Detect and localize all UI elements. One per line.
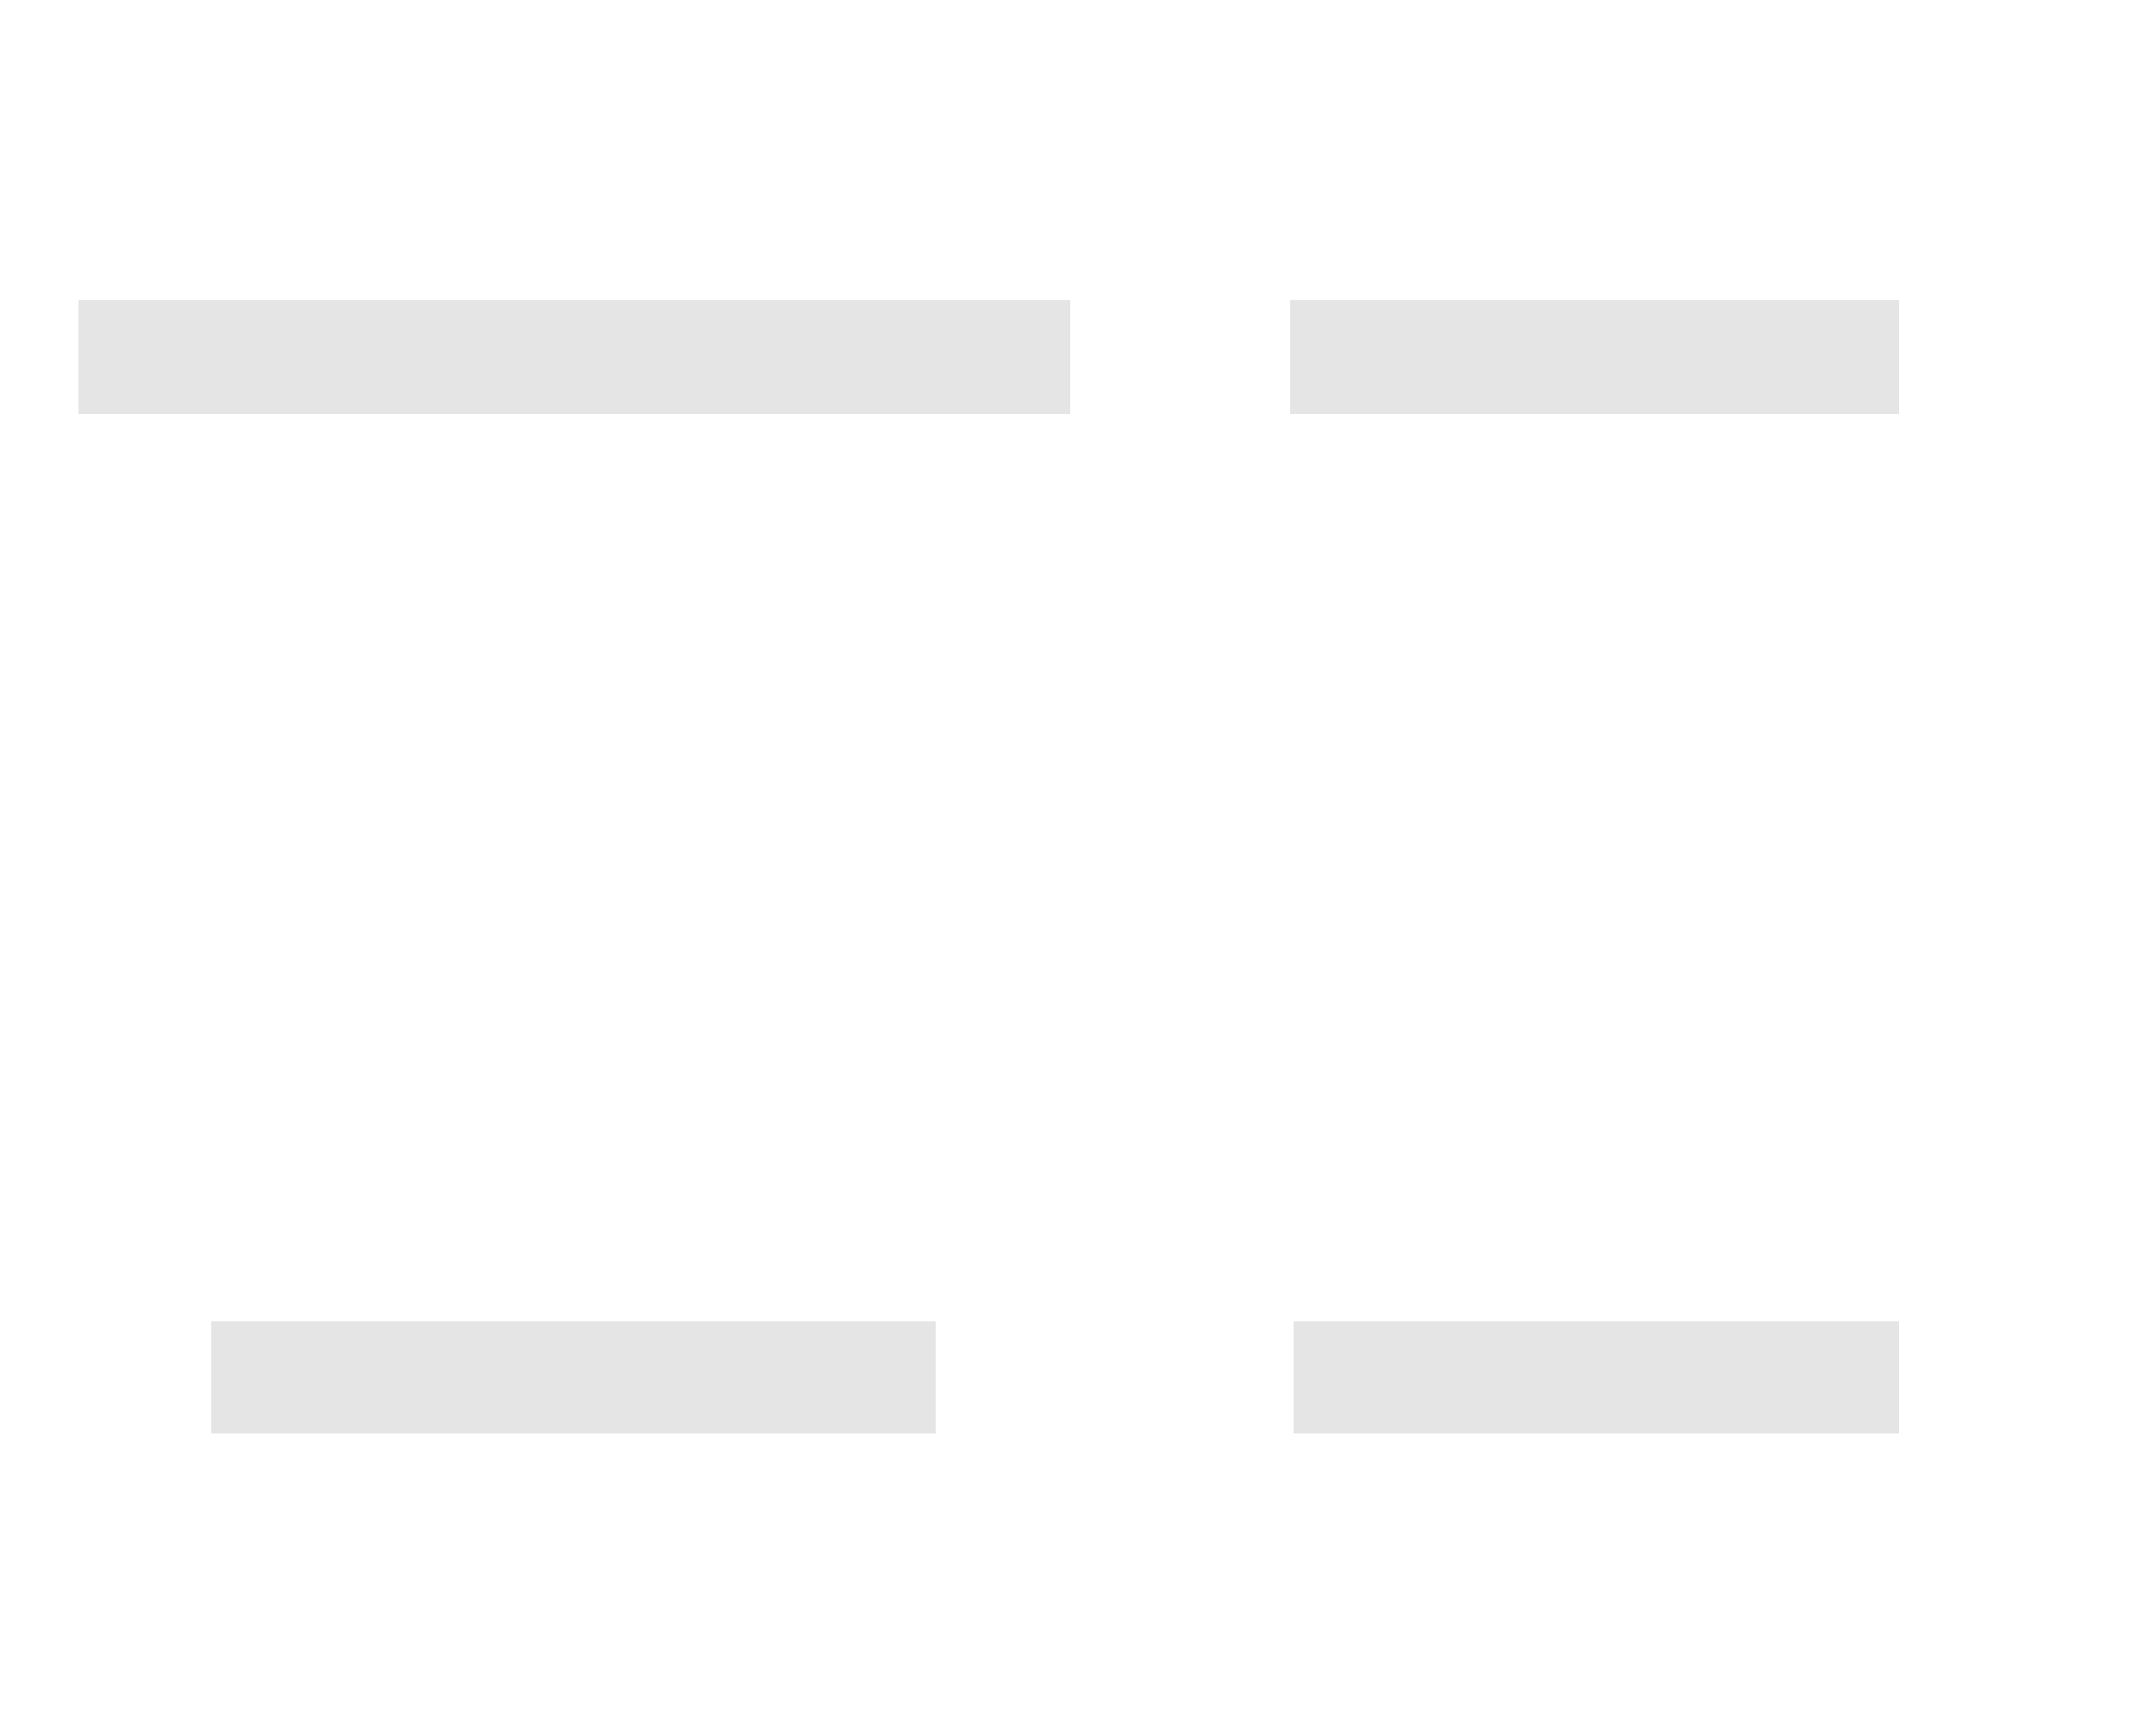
label-box-emot-eng [211,1321,936,1433]
label-box-attention [1290,300,1899,414]
label-box-transportation [78,300,1070,414]
label-box-ment-im [1294,1321,1899,1433]
